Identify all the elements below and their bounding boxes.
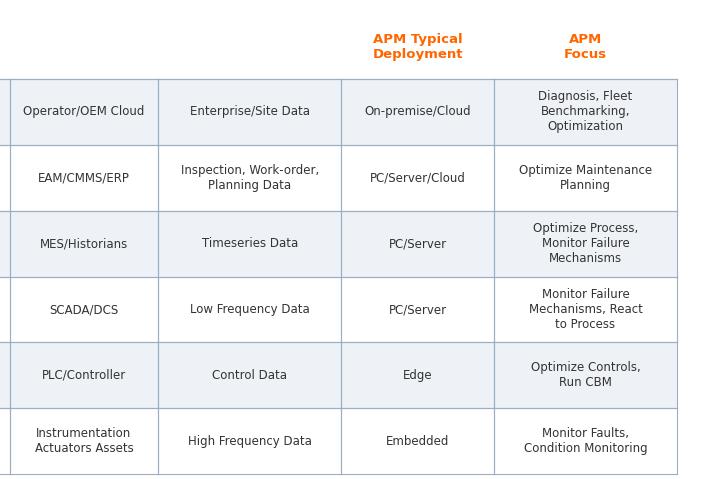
- Text: Control Data: Control Data: [212, 369, 287, 382]
- Bar: [10, 277, 158, 342]
- Bar: [10, 145, 158, 211]
- Bar: [341, 342, 494, 408]
- Bar: [0, 408, 10, 474]
- Bar: [0, 14, 10, 79]
- Bar: [158, 79, 341, 145]
- Bar: [158, 342, 341, 408]
- Bar: [0, 79, 10, 145]
- Bar: [158, 211, 341, 277]
- Bar: [494, 211, 677, 277]
- Text: Edge: Edge: [403, 369, 433, 382]
- Text: APM Typical
Deployment: APM Typical Deployment: [373, 33, 463, 61]
- Bar: [0, 211, 10, 277]
- Text: Embedded: Embedded: [386, 435, 449, 448]
- Bar: [341, 145, 494, 211]
- Text: PC/Server/Cloud: PC/Server/Cloud: [370, 171, 465, 184]
- Text: PC/Server: PC/Server: [388, 303, 447, 316]
- Bar: [494, 277, 677, 342]
- Bar: [341, 277, 494, 342]
- Text: Timeseries Data: Timeseries Data: [202, 237, 298, 250]
- Bar: [341, 14, 494, 79]
- Bar: [10, 14, 158, 79]
- Text: Inspection, Work-order,
Planning Data: Inspection, Work-order, Planning Data: [181, 164, 319, 192]
- Text: High Frequency Data: High Frequency Data: [188, 435, 312, 448]
- Bar: [158, 408, 341, 474]
- Bar: [341, 408, 494, 474]
- Bar: [494, 145, 677, 211]
- Text: Operator/OEM Cloud: Operator/OEM Cloud: [24, 105, 144, 118]
- Bar: [10, 408, 158, 474]
- Text: Optimize Controls,
Run CBM: Optimize Controls, Run CBM: [531, 362, 641, 389]
- Text: PLC/Controller: PLC/Controller: [41, 369, 126, 382]
- Text: Low Frequency Data: Low Frequency Data: [189, 303, 310, 316]
- Text: PC/Server: PC/Server: [388, 237, 447, 250]
- Bar: [10, 342, 158, 408]
- Text: Optimize Process,
Monitor Failure
Mechanisms: Optimize Process, Monitor Failure Mechan…: [533, 222, 638, 265]
- Text: SCADA/DCS: SCADA/DCS: [49, 303, 119, 316]
- Text: Diagnosis, Fleet
Benchmarking,
Optimization: Diagnosis, Fleet Benchmarking, Optimizat…: [538, 91, 633, 134]
- Text: MES/Historians: MES/Historians: [40, 237, 128, 250]
- Bar: [341, 211, 494, 277]
- Bar: [10, 79, 158, 145]
- Bar: [158, 277, 341, 342]
- Bar: [0, 145, 10, 211]
- Text: Monitor Faults,
Condition Monitoring: Monitor Faults, Condition Monitoring: [523, 427, 647, 455]
- Bar: [0, 277, 10, 342]
- Text: Instrumentation
Actuators Assets: Instrumentation Actuators Assets: [34, 427, 133, 455]
- Bar: [494, 342, 677, 408]
- Text: Monitor Failure
Mechanisms, React
to Process: Monitor Failure Mechanisms, React to Pro…: [528, 288, 643, 331]
- Bar: [10, 211, 158, 277]
- Bar: [494, 79, 677, 145]
- Bar: [158, 14, 341, 79]
- Bar: [494, 408, 677, 474]
- Bar: [494, 14, 677, 79]
- Text: On-premise/Cloud: On-premise/Cloud: [364, 105, 471, 118]
- Bar: [0, 342, 10, 408]
- Bar: [158, 145, 341, 211]
- Text: Optimize Maintenance
Planning: Optimize Maintenance Planning: [519, 164, 652, 192]
- Text: APM
Focus: APM Focus: [564, 33, 607, 61]
- Bar: [341, 79, 494, 145]
- Text: EAM/CMMS/ERP: EAM/CMMS/ERP: [38, 171, 130, 184]
- Text: Enterprise/Site Data: Enterprise/Site Data: [189, 105, 310, 118]
